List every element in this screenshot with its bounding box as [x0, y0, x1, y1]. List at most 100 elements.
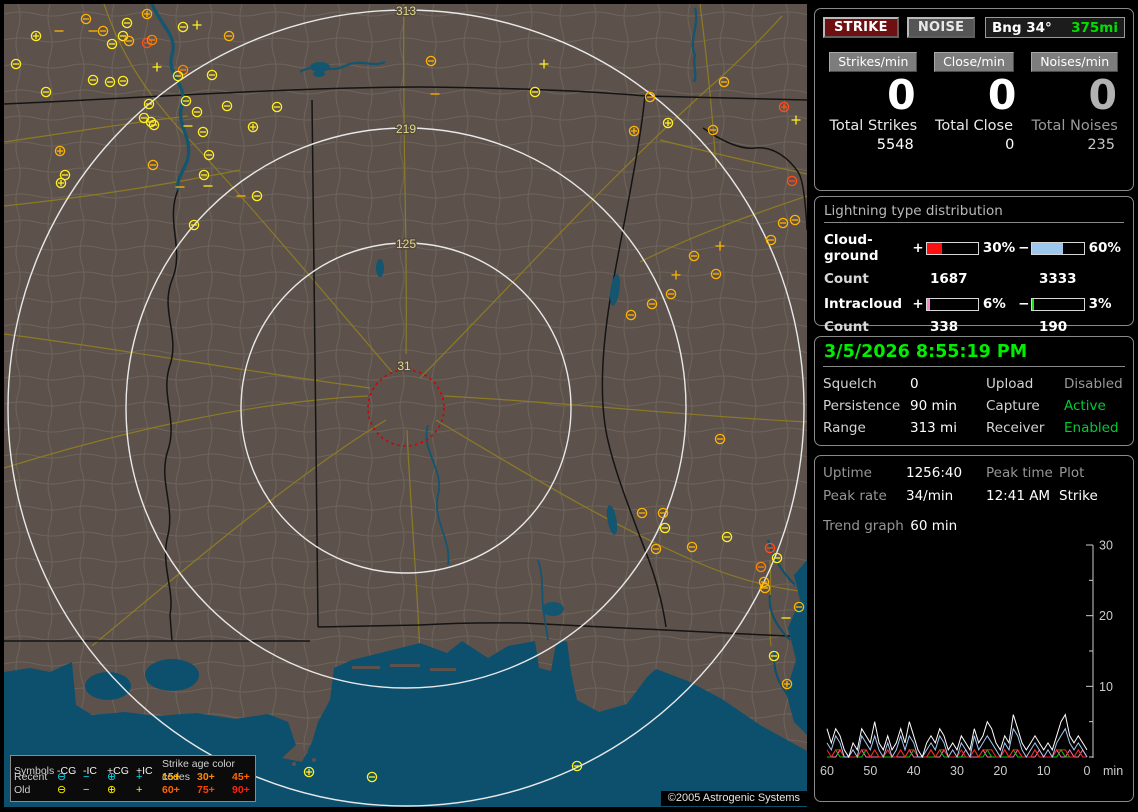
cloud-ground-row: Cloud-ground + 30% − 60%	[824, 232, 1124, 264]
age-30: 30+	[197, 771, 215, 783]
status-panel: 3/5/2026 8:55:19 PM Squelch 0 Upload Dis…	[814, 336, 1134, 446]
trend-graph: 10 20 30 60 50 40 30 20 10 0 min	[820, 540, 1123, 778]
peak-time-label: Peak time	[986, 465, 1053, 481]
ic-negative-count: 190	[1039, 319, 1068, 335]
strike-symbol	[251, 190, 263, 202]
noises-per-min-value: 0	[1088, 71, 1118, 119]
cg-positive-count: 1687	[930, 271, 968, 287]
bearing-readout: Bng 34° 375mi	[985, 17, 1125, 38]
legend-old-label: Old	[14, 784, 31, 796]
strike-symbol	[707, 124, 719, 136]
peak-rate-label: Peak rate	[823, 488, 887, 504]
intracloud-label: Intracloud	[824, 296, 903, 312]
strike-symbol	[123, 35, 135, 47]
distribution-panel: Lightning type distribution Cloud-ground…	[814, 196, 1134, 335]
count-label: Count	[824, 271, 869, 287]
strike-symbol	[755, 561, 767, 573]
total-noises-value: 235	[1087, 137, 1116, 154]
strike-symbol	[198, 169, 210, 181]
ic-positive-bar	[925, 297, 979, 311]
range-value: 313 mi	[910, 420, 957, 436]
strike-symbol	[221, 100, 233, 112]
cloud-ground-count-row: Count 1687 3333	[824, 271, 1124, 287]
strike-symbol	[54, 145, 66, 157]
close-per-min-value: 0	[987, 71, 1017, 119]
strike-symbol	[106, 38, 118, 50]
strikes-per-min-button[interactable]: Strikes/min	[829, 52, 918, 72]
minus-sign: −	[1018, 240, 1030, 256]
rivers	[150, 4, 698, 641]
strike-symbol	[148, 119, 160, 131]
noises-per-min-button[interactable]: Noises/min	[1031, 52, 1119, 72]
strike-symbol	[686, 541, 698, 553]
circle-plus-icon: ⊕	[107, 784, 117, 796]
ring-label-313: 313	[396, 4, 416, 18]
ring-label-31: 31	[397, 359, 411, 373]
strike-symbol	[625, 309, 637, 321]
plot-value: Strike	[1059, 488, 1098, 504]
persistence-label: Persistence	[823, 398, 901, 414]
strike-symbol	[786, 175, 798, 187]
strike-map[interactable]: 313 219 125 31 Symbols -CG -IC +CG +IC S…	[4, 4, 807, 807]
legend-col-pos-ic: +IC	[136, 764, 153, 777]
strike-symbol	[121, 17, 133, 29]
squelch-label: Squelch	[823, 376, 877, 392]
strike-symbol	[777, 217, 789, 229]
strike-symbol	[644, 91, 656, 103]
strike-symbol	[197, 126, 209, 138]
strike-symbol	[147, 159, 159, 171]
trend-window-value: 60 min	[910, 518, 958, 534]
strike-symbol	[793, 601, 805, 613]
strike-symbol	[247, 121, 259, 133]
legend-col-neg-ic: -IC	[83, 764, 97, 777]
x-tick-label: 60	[820, 764, 834, 778]
strike-symbol	[778, 101, 790, 113]
strike-symbol	[628, 125, 640, 137]
strike-symbol	[771, 552, 783, 564]
noise-mode-button[interactable]: NOISE	[906, 17, 976, 38]
plot-label: Plot	[1059, 465, 1085, 481]
strike-mode-button[interactable]: STRIKE	[823, 17, 899, 38]
trend-panel: Uptime 1256:40 Peak time Plot Peak rate …	[814, 455, 1134, 802]
bearing-range-value: 375mi	[1071, 19, 1118, 36]
strike-symbol	[104, 76, 116, 88]
strike-symbol	[303, 766, 315, 778]
legend-recent-label: Recent	[14, 771, 48, 783]
receiver-label: Receiver	[986, 420, 1045, 436]
cg-negative-bar	[1031, 241, 1085, 255]
datetime-display: 3/5/2026 8:55:19 PM	[823, 342, 1125, 367]
strike-symbol	[143, 98, 155, 110]
ring-labels: 313 219 125 31	[394, 4, 417, 375]
strike-symbol	[789, 214, 801, 226]
plus-icon: +	[136, 771, 143, 783]
receiver-status: Enabled	[1064, 420, 1119, 436]
strike-symbol	[768, 650, 780, 662]
legend-col-neg-cg: -CG	[57, 764, 77, 777]
x-tick-label: 20	[993, 764, 1007, 778]
y-tick-label: 10	[1099, 680, 1113, 694]
strike-symbol	[659, 522, 671, 534]
age-15: 15+	[162, 771, 180, 783]
strike-symbol	[152, 62, 162, 72]
total-strikes-value: 5548	[876, 137, 914, 154]
total-close-value: 0	[1005, 137, 1015, 154]
close-per-min-button[interactable]: Close/min	[934, 52, 1014, 72]
strike-symbol	[188, 219, 200, 231]
range-label: Range	[823, 420, 866, 436]
strike-symbol	[97, 25, 109, 37]
total-noises-label: Total Noises	[1031, 118, 1118, 135]
age-90: 90+	[232, 784, 250, 796]
strike-symbol	[715, 241, 725, 251]
map-legend: Symbols -CG -IC +CG +IC Strike age color…	[10, 755, 256, 802]
cg-positive-bar	[925, 241, 979, 255]
x-axis-unit: min	[1103, 764, 1123, 778]
strike-symbol	[192, 20, 202, 30]
upload-label: Upload	[986, 376, 1034, 392]
peak-rate-value: 34/min	[906, 488, 954, 504]
strike-symbol	[646, 298, 658, 310]
strike-symbol	[721, 531, 733, 543]
strikes-per-min-value: 0	[887, 71, 916, 119]
legend-symbols-header: Symbols	[14, 764, 55, 777]
strike-symbol	[10, 58, 22, 70]
strike-symbol	[539, 59, 549, 69]
